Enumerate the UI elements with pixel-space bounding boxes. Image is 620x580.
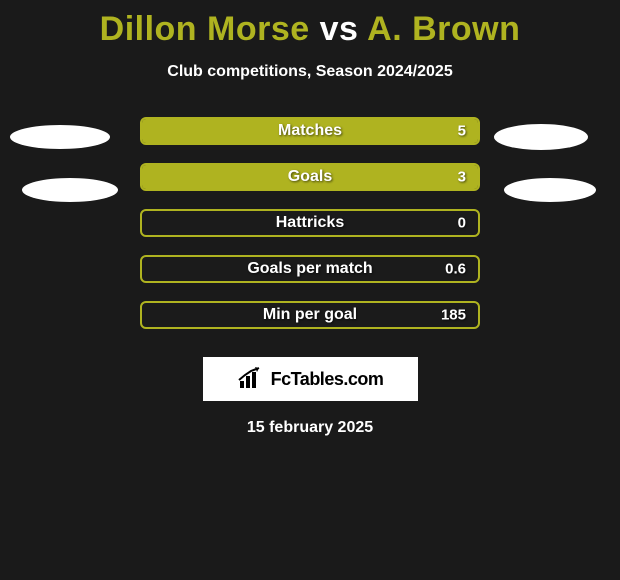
stat-row-mpg: Min per goal 185 [140,301,480,329]
stat-row-gpm: Goals per match 0.6 [140,255,480,283]
stat-value: 5 [458,123,466,140]
stat-value: 3 [458,169,466,186]
date: 15 february 2025 [0,419,620,437]
player1-name: Dillon Morse [100,10,310,48]
stat-label: Goals [142,168,478,186]
chart-icon [237,367,265,391]
stat-label: Goals per match [142,260,478,278]
stat-value: 0 [458,215,466,232]
stat-value: 0.6 [445,261,466,278]
player2-name: A. Brown [367,10,520,48]
stat-label: Min per goal [142,306,478,324]
stat-row-hattricks: Hattricks 0 [140,209,480,237]
stat-label: Hattricks [142,214,478,232]
title-vs: vs [320,10,359,48]
stat-row-matches: Matches 5 [140,117,480,145]
page-title: Dillon Morse vs A. Brown [0,0,620,49]
avatar-placeholder [504,178,596,202]
stat-label: Matches [142,122,478,140]
avatar-placeholder [22,178,118,202]
logo-text: FcTables.com [271,369,384,390]
stat-value: 185 [441,307,466,324]
stat-row-goals: Goals 3 [140,163,480,191]
avatar-placeholder [10,125,110,149]
subtitle: Club competitions, Season 2024/2025 [0,63,620,81]
avatar-placeholder [494,124,588,150]
logo: FcTables.com [203,357,418,401]
